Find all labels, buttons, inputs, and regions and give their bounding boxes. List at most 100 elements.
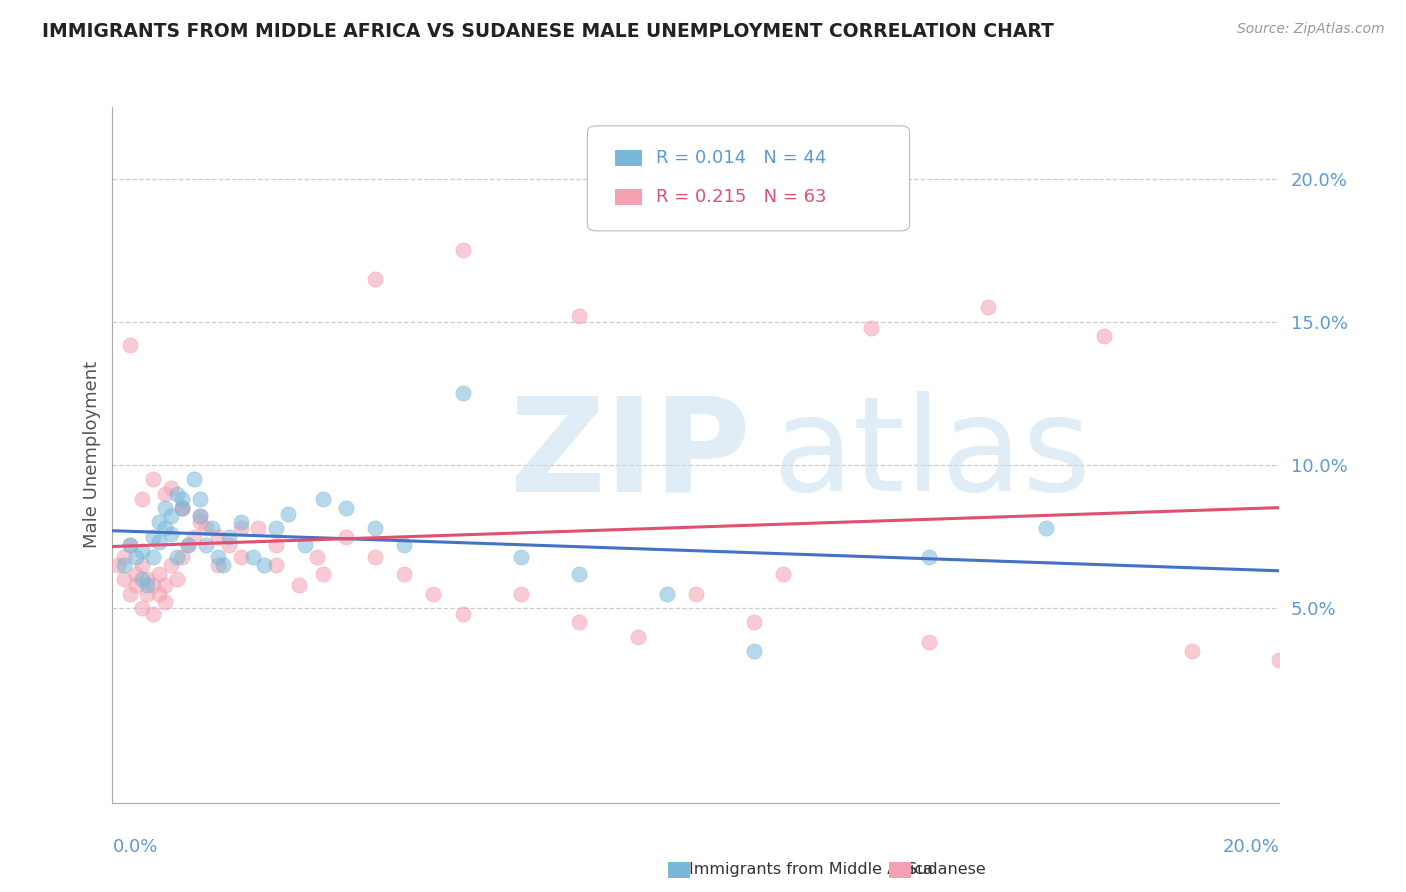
Point [212, 558, 235, 573]
Text: Immigrants from Middle Africa: Immigrants from Middle Africa [689, 863, 934, 877]
Point [172, 549, 194, 564]
Point [201, 521, 224, 535]
Point [264, 558, 287, 573]
Point [142, 529, 165, 543]
Point [229, 515, 252, 529]
Point [742, 644, 765, 658]
Point [112, 549, 135, 564]
Point [568, 615, 591, 630]
Point [183, 529, 205, 543]
Point [172, 492, 194, 507]
Point [194, 521, 217, 535]
Point [772, 566, 794, 581]
Point [918, 635, 941, 649]
Point [131, 558, 153, 573]
Bar [889, 862, 911, 878]
Point [153, 578, 176, 592]
Point [918, 549, 941, 564]
Point [364, 272, 387, 286]
Point [148, 587, 170, 601]
Point [136, 573, 159, 587]
Point [125, 566, 148, 581]
Point [859, 320, 883, 334]
Point [685, 587, 707, 601]
Point [136, 587, 159, 601]
Point [112, 558, 135, 573]
Point [1181, 644, 1204, 658]
Point [288, 578, 311, 592]
Point [207, 558, 229, 573]
Point [229, 549, 252, 564]
Point [626, 630, 648, 644]
Point [976, 301, 998, 315]
Text: R = 0.014   N = 44: R = 0.014 N = 44 [657, 149, 827, 167]
Point [311, 566, 333, 581]
Point [364, 549, 387, 564]
Point [153, 486, 176, 500]
Point [177, 538, 200, 552]
Text: ZIP: ZIP [509, 392, 751, 518]
Point [142, 472, 165, 486]
Point [276, 507, 298, 521]
Point [655, 587, 678, 601]
Text: 20.0%: 20.0% [1223, 838, 1279, 855]
Point [264, 538, 287, 552]
Point [335, 529, 357, 543]
Point [160, 509, 183, 524]
Point [188, 509, 211, 524]
Point [568, 566, 591, 581]
Point [422, 587, 444, 601]
Point [194, 538, 217, 552]
Point [218, 538, 240, 552]
Point [247, 521, 270, 535]
Point [451, 386, 474, 401]
Point [160, 481, 183, 495]
Point [172, 500, 194, 515]
Point [166, 549, 188, 564]
Text: 0.0%: 0.0% [112, 838, 157, 855]
Point [148, 515, 170, 529]
Point [125, 578, 148, 592]
Point [1092, 329, 1115, 343]
Point [294, 538, 316, 552]
Point [392, 566, 416, 581]
Point [264, 521, 287, 535]
Point [136, 578, 159, 592]
Point [188, 515, 211, 529]
Point [568, 309, 591, 323]
Text: R = 0.215   N = 63: R = 0.215 N = 63 [657, 188, 827, 206]
Bar [616, 189, 643, 205]
Text: Source: ZipAtlas.com: Source: ZipAtlas.com [1237, 22, 1385, 37]
Point [148, 535, 170, 549]
Y-axis label: Male Unemployment: Male Unemployment [83, 361, 101, 549]
Point [229, 521, 252, 535]
Point [335, 500, 357, 515]
Point [153, 521, 176, 535]
Point [1035, 521, 1057, 535]
Point [160, 526, 183, 541]
Point [112, 573, 135, 587]
Text: Sudanese: Sudanese [907, 863, 986, 877]
Point [207, 549, 229, 564]
Point [742, 615, 765, 630]
Point [160, 558, 183, 573]
Point [177, 538, 200, 552]
FancyBboxPatch shape [588, 126, 910, 231]
Point [218, 529, 240, 543]
Point [392, 538, 416, 552]
Point [166, 486, 188, 500]
Point [305, 549, 328, 564]
Point [153, 500, 176, 515]
Point [253, 558, 276, 573]
Point [118, 538, 141, 552]
Text: atlas: atlas [772, 392, 1091, 518]
Point [1268, 653, 1291, 667]
Point [131, 492, 153, 507]
Point [107, 558, 129, 573]
Bar [616, 150, 643, 166]
Point [188, 509, 211, 524]
Point [131, 544, 153, 558]
Point [153, 595, 176, 609]
Point [118, 587, 141, 601]
Point [172, 500, 194, 515]
